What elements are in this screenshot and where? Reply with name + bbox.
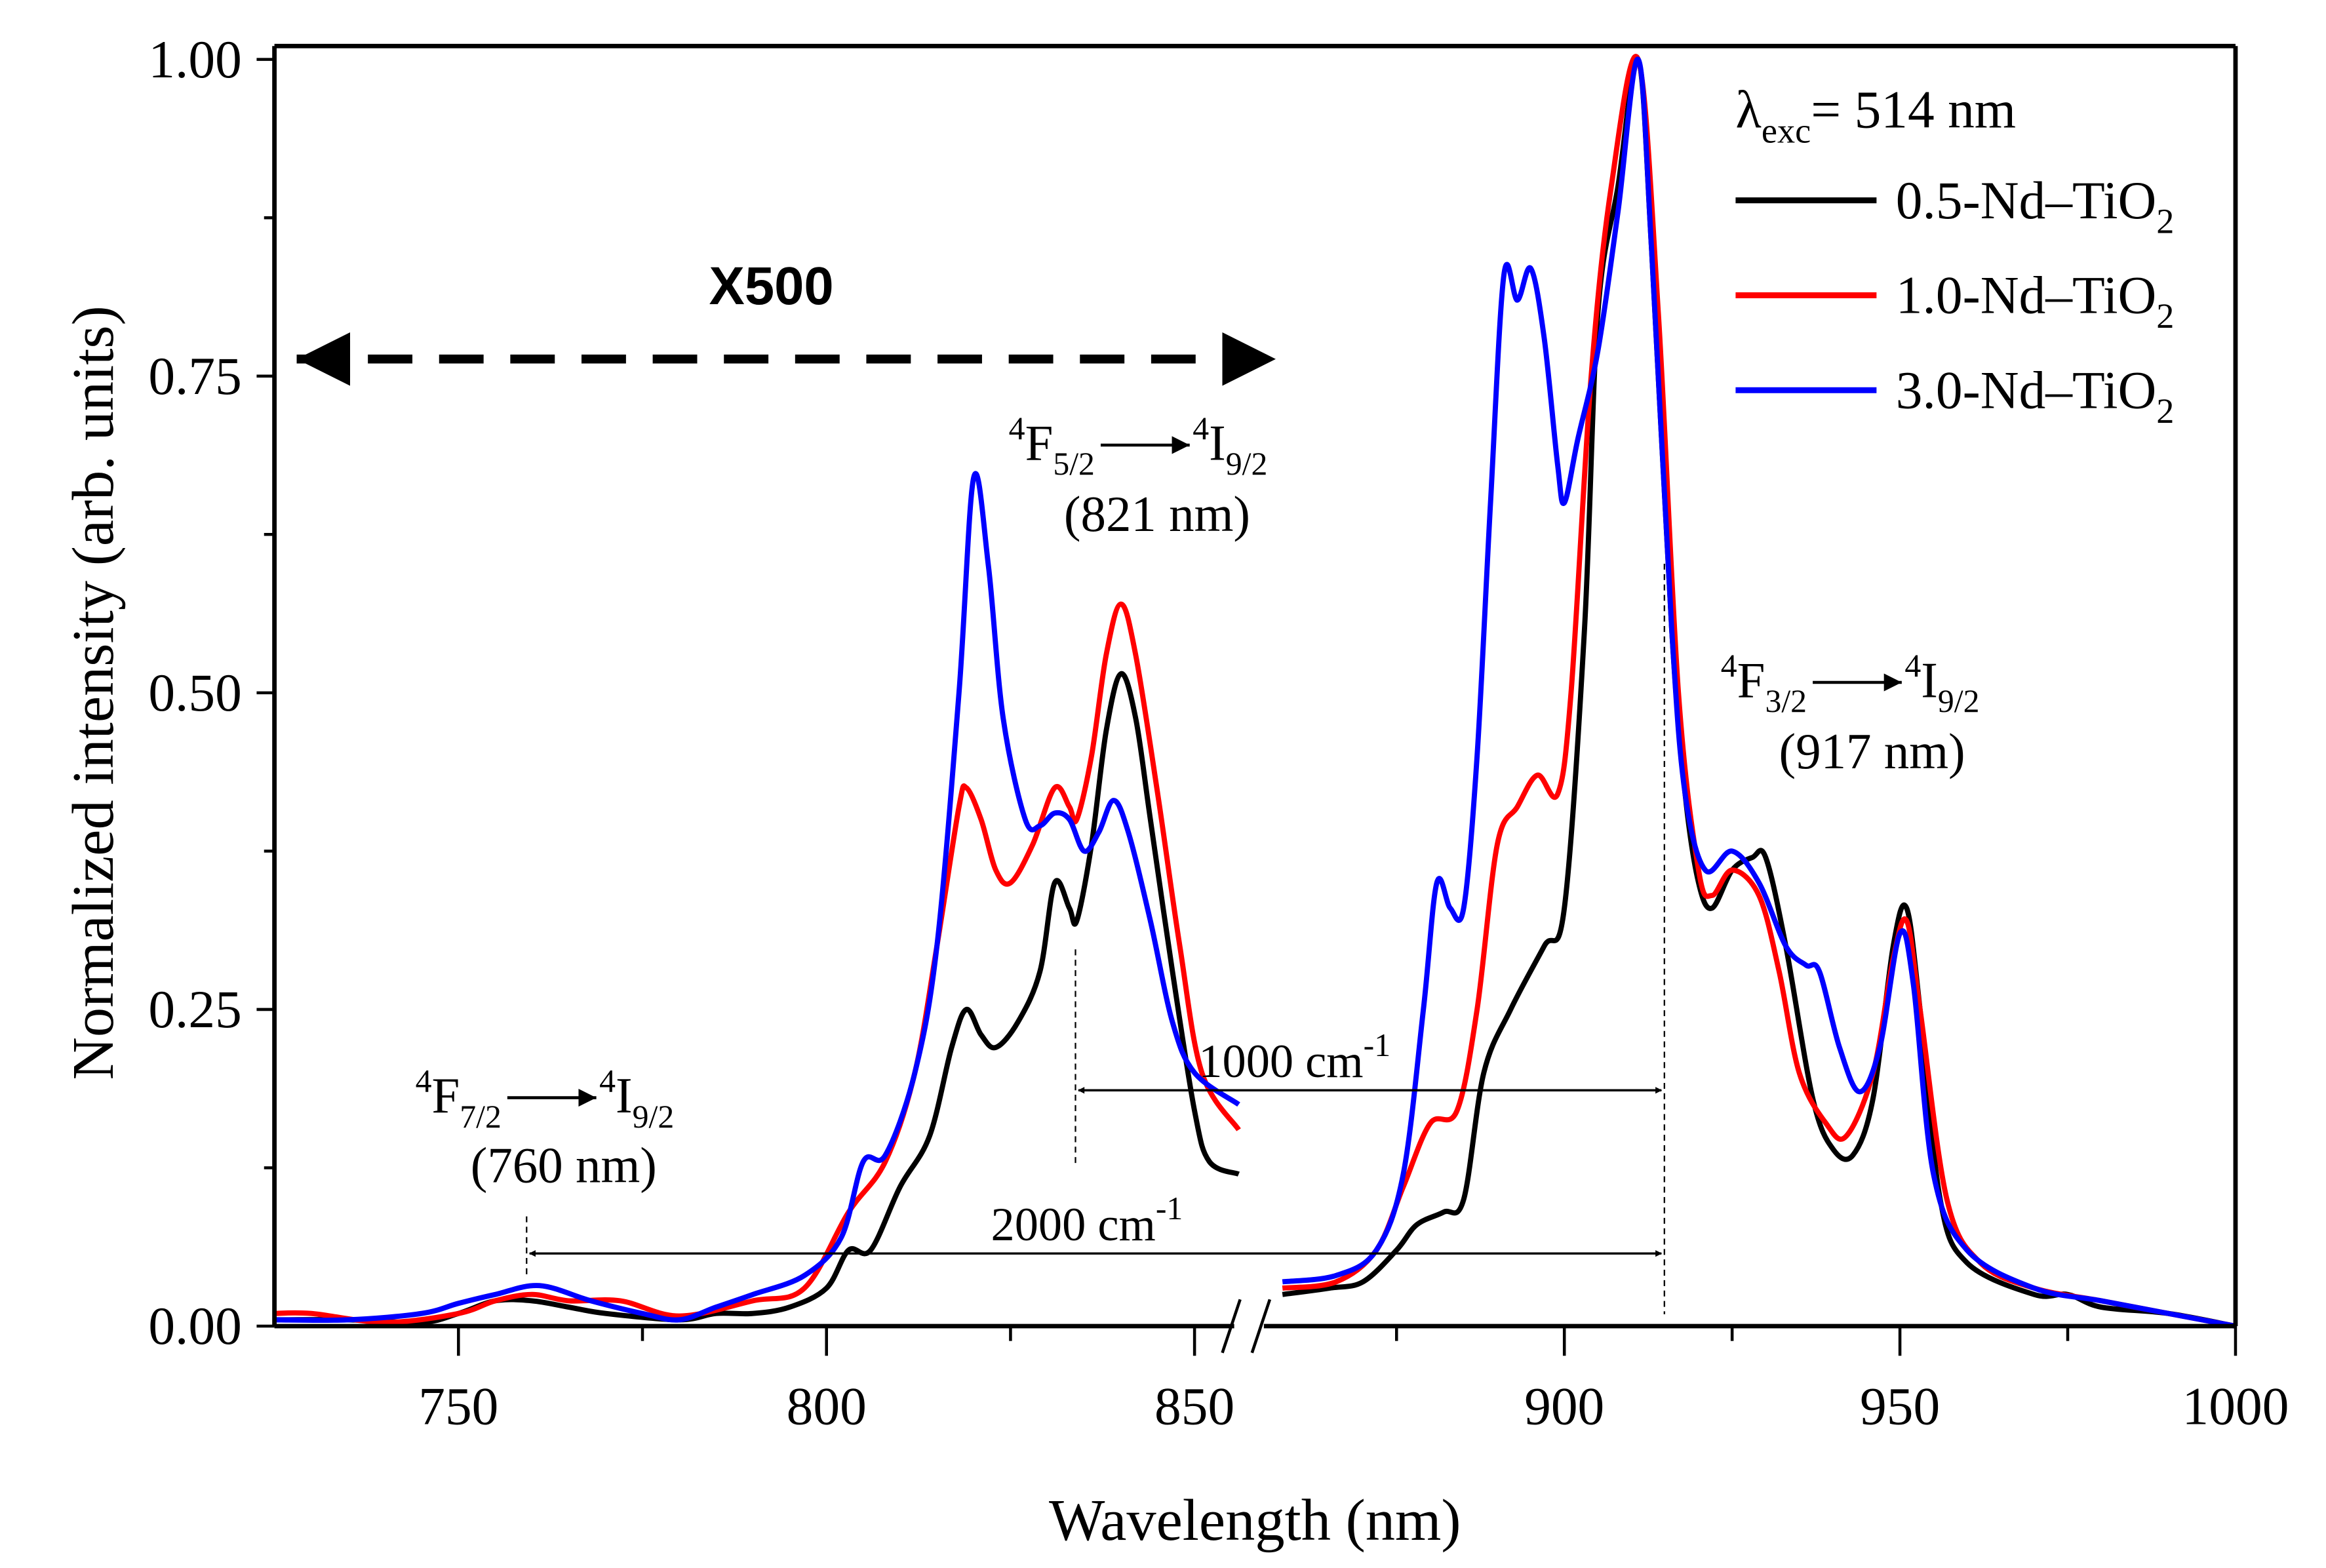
transition-label-t917: 4F3/2 (1721, 648, 1807, 719)
y-tick-label: 0.00 (148, 1296, 242, 1356)
x-tick-label: 750 (418, 1376, 498, 1436)
transition-wavelength: (760 nm) (471, 1137, 657, 1194)
transition-wavelength: (917 nm) (1779, 723, 1965, 779)
series-line-1-left (274, 671, 1240, 1325)
legend-label: 1.0-Nd–TiO2 (1896, 265, 2175, 336)
y-tick-label: 0.25 (148, 979, 242, 1039)
axis-ticks: 750 800 850 900 950 1000 0.00 0.25 0.50 0.75 1.00 (148, 29, 2289, 1436)
x-tick-label: 950 (1860, 1376, 1940, 1436)
legend-title: λexc= 514 nm (1735, 80, 2016, 151)
series-line-2-right (1282, 54, 2236, 1329)
legend: λexc= 514 nm 0.5-Nd–TiO2 1.0-Nd–TiO2 3.0-N… (1735, 80, 2174, 431)
y-tick-label: 1.00 (148, 29, 242, 89)
transition-final-state: 4I9/2 (599, 1063, 674, 1135)
transition-final-state: 4I9/2 (1193, 410, 1267, 482)
transition-label-t760: 4F7/2 (416, 1063, 502, 1135)
axes-frame (272, 43, 2238, 1329)
transition-label-t821: 4F5/2 (1009, 410, 1095, 482)
series-line-3-right (1282, 56, 2236, 1329)
legend-label: 3.0-Nd–TiO2 (1896, 360, 2175, 431)
y-tick-label: 0.50 (148, 663, 242, 722)
shift-1000-label: 1000 cm-1 (1198, 1027, 1390, 1088)
legend-label: 0.5-Nd–TiO2 (1896, 170, 2175, 241)
x-tick-label: 900 (1524, 1376, 1604, 1436)
transition-wavelength: (821 nm) (1064, 486, 1250, 542)
x-tick-label: 1000 (2182, 1376, 2289, 1436)
transition-final-state: 4I9/2 (1904, 648, 1979, 719)
series-curves (274, 54, 2236, 1329)
shift-arrows (528, 1087, 1663, 1257)
axis-break-marks (1221, 1299, 1272, 1354)
x-tick-label: 800 (787, 1376, 867, 1436)
x-tick-label: 850 (1154, 1376, 1234, 1436)
x-axis-label: Wavelength (nm) (1049, 1487, 1461, 1553)
y-axis-label: Normalized intensity (arb. units) (60, 305, 126, 1080)
series-line-3-left (274, 471, 1240, 1323)
shift-2000-label: 2000 cm-1 (991, 1190, 1183, 1251)
y-tick-label: 0.75 (148, 346, 242, 406)
dashed-guides (526, 563, 1665, 1314)
scale-factor-label: X500 (709, 256, 834, 316)
series-line-2-left (274, 601, 1241, 1325)
